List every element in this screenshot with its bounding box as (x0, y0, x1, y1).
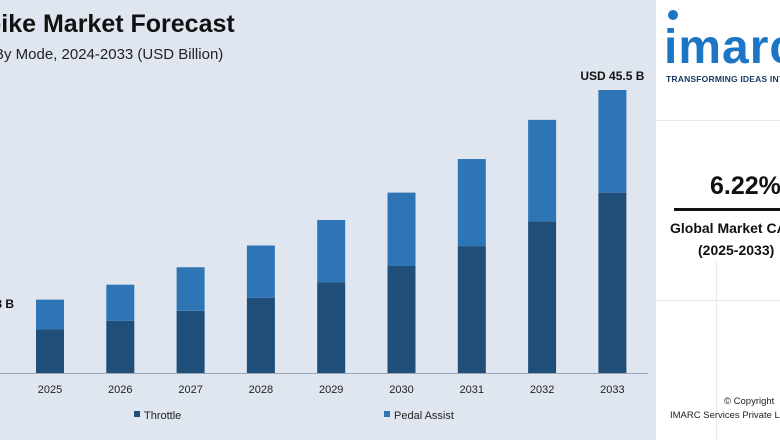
x-tick-label: 2026 (108, 384, 132, 396)
cagr-period: (2025-2033) (698, 242, 775, 258)
bar-chart: 2025 2026 2027 2028 2029 2030 2031 2032 2033 3 B U… (0, 69, 648, 422)
bar-throttle-2028 (246, 297, 275, 373)
bar-pedal-assist-2033 (598, 90, 627, 193)
x-tick-label: 2028 (249, 384, 273, 396)
chart-subtitle: By Mode, 2024-2033 (USD Billion) (0, 46, 224, 63)
x-tick-label: 2029 (319, 384, 343, 396)
bar-pedal-assist-2030 (387, 192, 416, 267)
cagr-label: Global Market CAGR (670, 220, 780, 236)
cagr-value: 6.22% (710, 172, 780, 200)
bar-throttle-2026 (106, 320, 135, 373)
bar-throttle-2025 (36, 329, 64, 373)
legend-swatch-pedal-assist (384, 411, 390, 417)
bar-throttle-2029 (317, 282, 346, 373)
bar-pedal-assist-2029 (317, 219, 346, 283)
legend-swatch-throttle (134, 411, 140, 417)
data-label: USD 45.5 B (580, 69, 644, 83)
x-tick-label: 2032 (530, 384, 554, 396)
data-label: 3 B (0, 297, 14, 311)
x-tick-label: 2031 (460, 384, 484, 396)
bar-throttle-2032 (528, 221, 557, 373)
bar-pedal-assist-2028 (246, 245, 275, 298)
cagr-divider (674, 208, 780, 211)
bar-pedal-assist-2031 (457, 159, 486, 247)
bar-throttle-2031 (457, 246, 486, 373)
bar-pedal-assist-2025 (36, 299, 64, 330)
background-grid-line (656, 120, 780, 121)
bar-throttle-2030 (387, 266, 416, 373)
brand-tagline: TRANSFORMING IDEAS INTO IMPACT (666, 74, 780, 84)
logo-dot-icon (668, 10, 678, 20)
x-tick-label: 2027 (178, 384, 202, 396)
imarc-logo: imarc (664, 21, 780, 74)
bar-pedal-assist-2026 (106, 284, 135, 321)
copyright-text: © Copyright (724, 396, 775, 407)
company-name: IMARC Services Private Limited (670, 410, 780, 421)
bar-throttle-2033 (598, 192, 627, 373)
chart-title: bike Market Forecast (0, 10, 235, 38)
x-tick-label: 2025 (38, 384, 62, 396)
legend-label-pedal-assist: Pedal Assist (394, 410, 454, 422)
legend-label-throttle: Throttle (144, 410, 181, 422)
x-tick-label: 2033 (600, 384, 624, 396)
background-grid-line (656, 300, 780, 301)
bar-throttle-2027 (176, 310, 205, 373)
bar-pedal-assist-2027 (176, 267, 205, 311)
background-grid-line (716, 260, 717, 440)
bar-pedal-assist-2032 (528, 119, 557, 222)
side-panel: imarc TRANSFORMING IDEAS INTO IMPACT 6.2… (656, 0, 780, 440)
chart-panel: 2025 2026 2027 2028 2029 2030 2031 2032 2033 3 B U… (0, 10, 648, 422)
x-tick-label: 2030 (389, 384, 413, 396)
